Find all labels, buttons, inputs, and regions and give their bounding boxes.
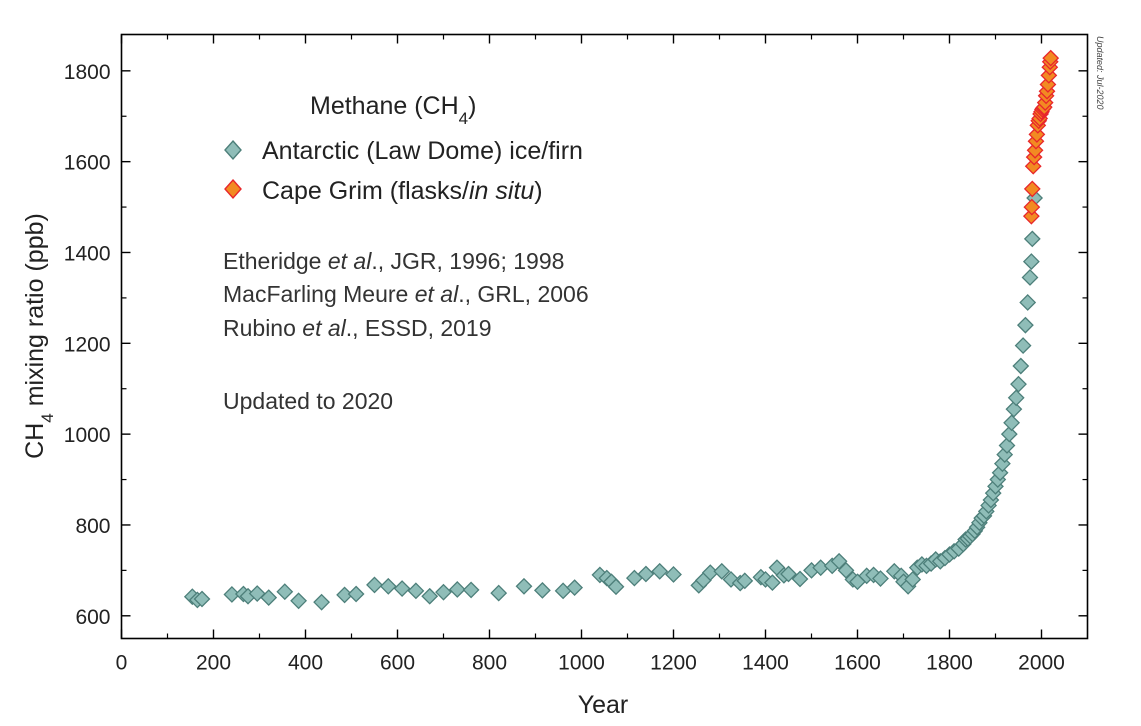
antarctic-point [780,565,797,583]
antarctic-point [448,581,466,598]
reference-etheridge: Etheridge et al., JGR, 1996; 1998 [223,248,564,274]
antarctic-point [1022,253,1040,270]
antarctic-point [515,577,533,595]
y-tick-label: 1000 [64,424,111,447]
plot-frame [120,33,1089,640]
x-tick-label: 1000 [558,652,605,675]
antarctic-point [998,437,1016,454]
capegrim-point [1023,198,1041,216]
x-axis-ticks: 0 200 400 600 800 1000 1200 1400 1600 1800 2000 [116,34,1065,675]
reference-macfarling: MacFarling Meure et al., GRL, 2006 [223,281,589,307]
x-tick-label: 1200 [650,652,697,675]
capegrim-point [1023,180,1041,198]
legend-label-capegrim: Cape Grim (flasks/in situ) [262,177,543,205]
x-tick-label: 0 [116,652,128,675]
antarctic-point [223,586,241,603]
x-tick-label: 1400 [742,652,789,675]
antarctic-point [260,589,278,607]
x-tick-label: 600 [380,652,415,675]
legend-title: Methane (CH4) [310,92,476,128]
antarctic-point [837,561,855,579]
antarctic-point [490,584,508,602]
antarctic-point [407,582,425,600]
antarctic-point [566,579,584,597]
capegrim-point [1042,49,1060,67]
y-axis-label: CH4 mixing ratio (ppb) [21,213,57,459]
antarctic-point [1000,425,1018,443]
antarctic-point [1005,400,1023,418]
antarctic-point [276,583,294,601]
antarctic-point [435,583,452,601]
antarctic-point [1003,414,1021,432]
antarctic-point [665,566,682,583]
x-axis-label: Year [578,691,629,719]
legend-label-antarctic: Antarctic (Law Dome) ice/firn [262,137,583,165]
antarctic-point [1012,357,1030,375]
antarctic-point [1014,337,1032,355]
update-stamp: Updated: Jul-2020 [1095,36,1105,110]
legend-marker-antarctic [224,139,242,161]
antarctic-point [290,592,308,610]
antarctic-point [637,565,655,583]
antarctic-point [1016,316,1034,334]
x-tick-label: 800 [472,652,507,675]
antarctic-point [651,562,669,580]
x-tick-label: 200 [196,652,231,675]
antarctic-point [462,581,480,599]
x-tick-label: 2000 [1018,652,1065,675]
y-tick-label: 1800 [64,61,111,84]
antarctic-point [1019,294,1037,311]
antarctic-point [379,577,397,595]
plot-points [183,49,1060,611]
antarctic-point [1007,389,1025,407]
antarctic-point [421,587,439,605]
antarctic-point [904,571,922,588]
antarctic-point [193,590,211,608]
antarctic-point [313,593,331,611]
antarctic-point [791,570,809,588]
antarctic-point [830,552,848,570]
antarctic-point [607,578,625,596]
antarctic-point [393,580,411,597]
antarctic-point [1010,375,1027,393]
antarctic-point [736,572,754,590]
x-tick-label: 1800 [926,652,973,675]
y-tick-label: 600 [75,606,110,629]
y-tick-label: 1200 [64,333,111,356]
updated-note: Updated to 2020 [223,388,393,414]
reference-rubino: Rubino et al., ESSD, 2019 [223,315,492,341]
legend-marker-capegrim [224,178,242,200]
antarctic-point [763,574,781,592]
antarctic-point [713,562,731,580]
antarctic-point [366,576,383,594]
y-tick-label: 1400 [64,242,111,265]
x-tick-label: 400 [288,652,323,675]
capegrim-point [1022,207,1040,225]
antarctic-point [1023,230,1041,248]
y-axis-ticks: 600 800 1000 1200 1400 1600 1800 [64,61,1088,629]
antarctic-point [347,585,365,603]
antarctic-point [1021,269,1039,286]
antarctic-point [533,581,551,599]
x-tick-label: 1600 [834,652,881,675]
y-tick-label: 800 [75,515,110,538]
y-tick-label: 1600 [64,152,111,175]
antarctic-point [872,570,889,587]
